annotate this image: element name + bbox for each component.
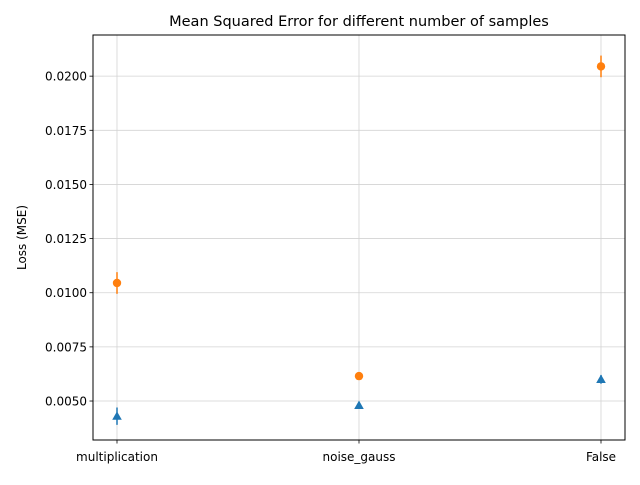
y-tick-label: 0.0100 [45, 286, 87, 300]
y-tick-label: 0.0200 [45, 70, 87, 84]
ticks-layer: 0.0050 0.0075 0.0100 0.0125 0.0150 0.0175 0.02… [45, 70, 616, 464]
x-tick-label: noise_gauss [323, 450, 396, 464]
triangle-marker [354, 400, 364, 409]
circle-marker [596, 62, 606, 71]
y-tick-label: 0.0175 [45, 124, 87, 138]
marks-layer [112, 55, 606, 425]
circle-marker [354, 371, 364, 381]
x-tick-label: False [586, 450, 616, 464]
circle-marker [112, 278, 122, 288]
y-tick-label: 0.0125 [45, 232, 87, 246]
chart-title: Mean Squared Error for different number … [169, 14, 549, 30]
x-tick-label: multiplication [76, 450, 158, 464]
y-tick-label: 0.0150 [45, 178, 87, 192]
grid-layer [93, 35, 625, 440]
y-tick-label: 0.0050 [45, 395, 87, 409]
triangle-marker [112, 411, 122, 420]
triangle-marker [596, 374, 606, 383]
y-tick-label: 0.0075 [45, 340, 87, 354]
y-axis-label: Loss (MSE) [15, 205, 29, 270]
